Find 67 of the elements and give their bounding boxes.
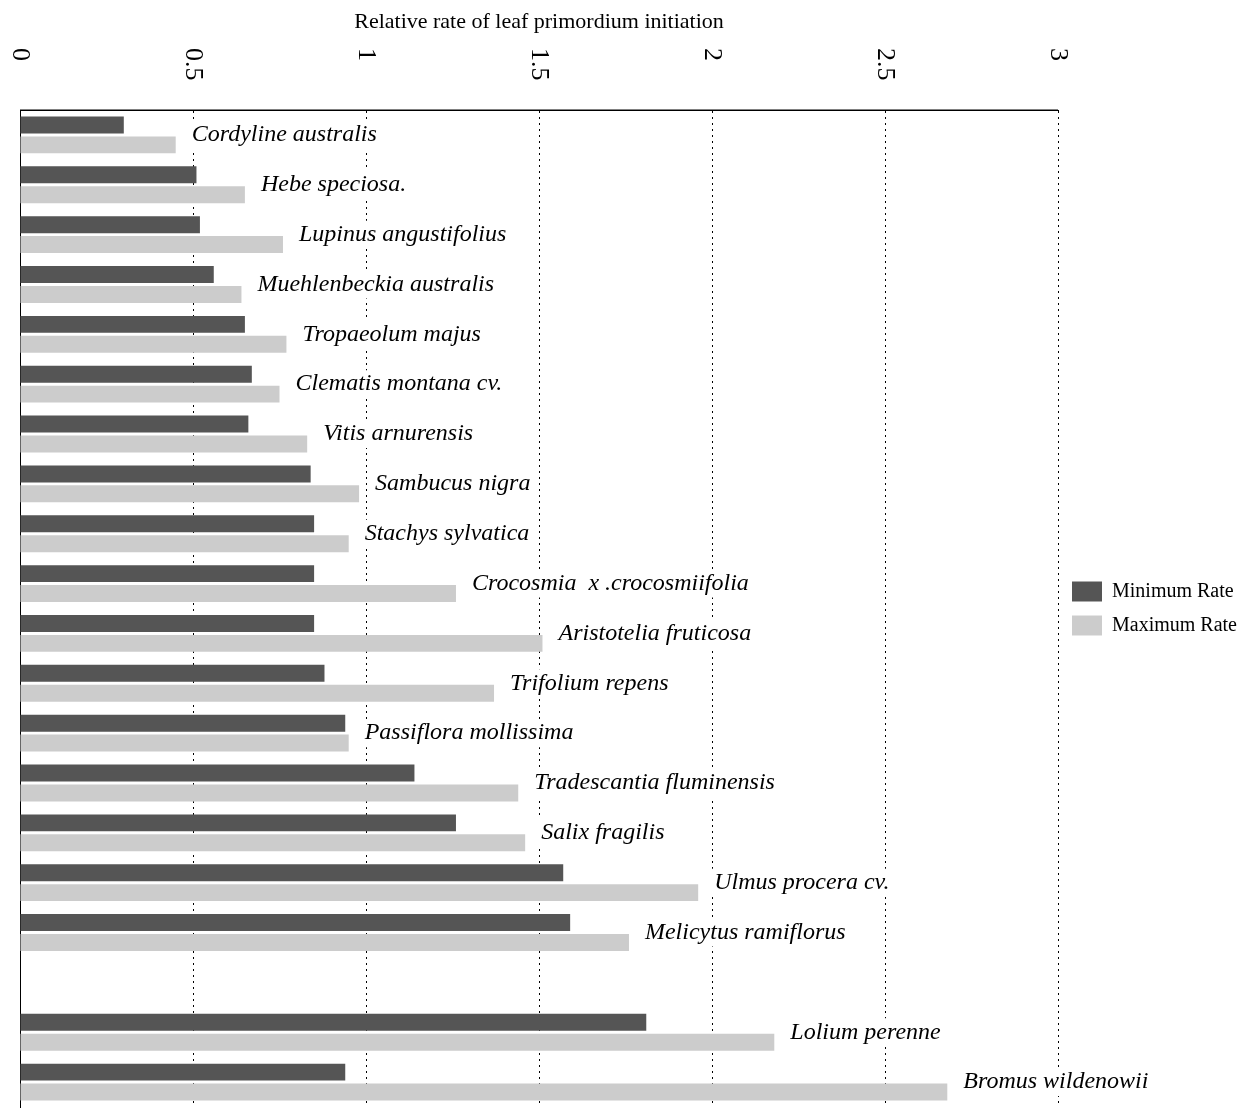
bar — [20, 415, 249, 433]
bar — [20, 1013, 647, 1031]
bar — [20, 1063, 346, 1081]
y-tick-label: Cordyline australis — [191, 120, 377, 147]
legend-label: Minimum Rate — [1112, 578, 1234, 601]
y-tick-label: Sambucus nigra — [375, 469, 531, 496]
y-tick-label: Tradescantia fluminensis — [534, 768, 775, 795]
bar — [20, 634, 543, 652]
bar — [20, 884, 699, 902]
bar — [20, 764, 415, 782]
bar — [20, 565, 315, 583]
bar — [20, 814, 456, 832]
bar — [20, 465, 311, 483]
bar — [20, 784, 519, 802]
x-tick-label: 1 — [353, 48, 383, 61]
bar — [20, 266, 214, 283]
y-tick-label: Melicytus ramiflorus — [643, 917, 846, 944]
bar — [20, 216, 200, 234]
x-tick-label: 2 — [699, 48, 729, 61]
bar — [20, 664, 325, 682]
bar — [20, 734, 349, 752]
bar — [20, 864, 564, 882]
bar — [20, 1083, 948, 1101]
bar — [20, 934, 629, 951]
y-tick-label: Aristotelia fruticosa — [556, 618, 752, 645]
y-tick-label: Trifolium repens — [510, 668, 669, 695]
y-tick-label: Salix fragilis — [541, 818, 665, 845]
bar — [20, 285, 242, 303]
x-tick-label: 2.5 — [872, 48, 902, 81]
bar — [20, 914, 571, 932]
x-tick-label: 1.5 — [526, 48, 556, 81]
y-tick-label: Crocosmia x .crocosmiifolia — [471, 568, 749, 595]
bar — [20, 585, 456, 603]
y-tick-label: Stachys sylvatica — [364, 519, 530, 546]
bar — [20, 116, 124, 134]
y-tick-label: Lupinus angustifolius — [297, 219, 507, 246]
legend-label: Maximum Rate — [1112, 612, 1238, 635]
y-tick-label: Bromus wildenowii — [963, 1067, 1149, 1094]
bar — [20, 614, 315, 632]
bar — [20, 684, 495, 702]
bar — [20, 714, 346, 732]
y-tick-label: Clematis montana cv. — [295, 369, 503, 396]
y-tick-label: Passiflora mollissima — [363, 718, 574, 745]
bar — [20, 365, 252, 383]
bar — [20, 166, 197, 184]
x-tick-label: 0 — [7, 48, 37, 61]
bar — [20, 385, 280, 403]
bar — [20, 335, 287, 353]
x-tick-label: 3 — [1045, 48, 1075, 61]
y-tick-label: Hebe speciosa. — [259, 170, 407, 197]
bar — [20, 535, 349, 553]
bar — [20, 834, 526, 852]
bar — [20, 186, 245, 204]
bar — [20, 435, 308, 453]
bar — [20, 236, 283, 254]
y-tick-label: Vitis arnurensis — [323, 419, 474, 446]
y-tick-label: Lolium perenne — [789, 1017, 942, 1044]
x-tick-label: 0.5 — [180, 48, 210, 81]
y-tick-label: Tropaeolum majus — [302, 319, 481, 346]
bar — [20, 315, 245, 333]
y-tick-label: Muehlenbeckia australis — [256, 269, 495, 296]
x-axis-title: Relative rate of leaf primordium initiation — [354, 7, 724, 33]
y-tick-label: Ulmus procera cv. — [714, 867, 890, 894]
bar — [20, 515, 315, 533]
bar — [20, 136, 176, 154]
bar — [20, 485, 360, 503]
bar — [20, 1033, 775, 1051]
